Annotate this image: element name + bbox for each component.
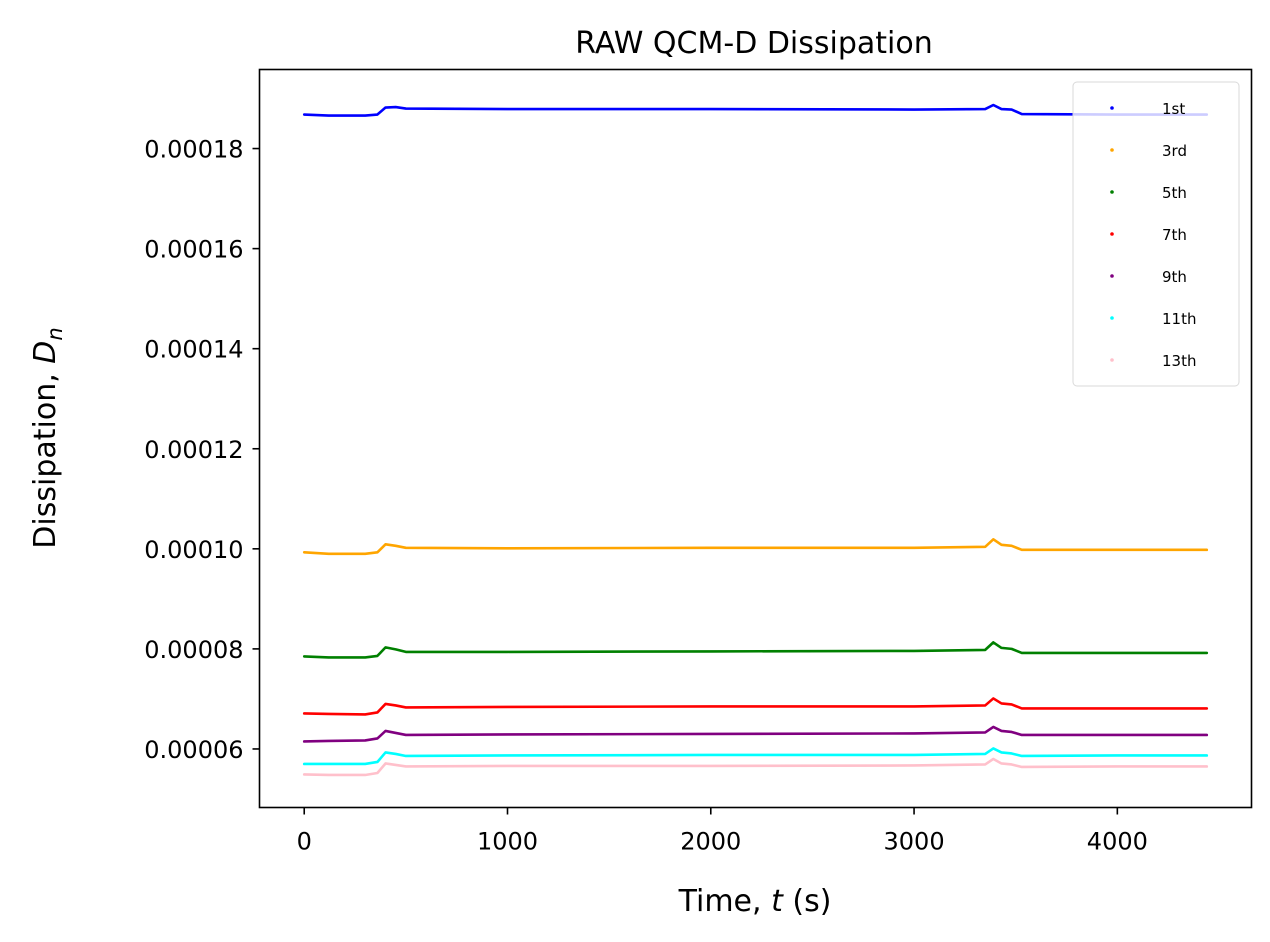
- y-axis-label-text: Dissipation,: [28, 364, 63, 549]
- legend-marker-9th: [1110, 274, 1114, 278]
- x-axis-label-variable: t: [771, 884, 784, 919]
- x-axis-label-text: Time,: [678, 884, 772, 919]
- y-tick-label: 0.00006: [144, 736, 243, 764]
- legend-label-5th: 5th: [1162, 184, 1187, 202]
- chart-title: RAW QCM-D Dissipation: [575, 26, 933, 61]
- y-axis: 0.00006 0.00008 0.00010 0.00012 0.00014 0.000…: [144, 136, 260, 764]
- legend-label-13th: 13th: [1162, 352, 1196, 370]
- series-layer: [302, 103, 1209, 777]
- legend-label-3rd: 3rd: [1162, 142, 1187, 160]
- plot-frame: [258, 68, 1253, 809]
- series-line-1st: [302, 103, 1209, 117]
- y-tick-label: 0.00018: [144, 136, 243, 164]
- y-tick-label: 0.00010: [144, 536, 243, 564]
- x-tick-label: 2000: [680, 828, 741, 856]
- y-tick-label: 0.00008: [144, 636, 243, 664]
- y-axis-label: Dissipation, Dn: [28, 327, 67, 548]
- y-tick-label: 0.00012: [144, 436, 243, 464]
- legend-marker-1st: [1110, 106, 1114, 110]
- legend-frame: [1072, 81, 1240, 387]
- legend-items: 1st 3rd 5th 7th 9th 11th 13th: [1110, 100, 1196, 370]
- x-tick-label: 1000: [477, 828, 538, 856]
- series-line-11th: [302, 747, 1209, 766]
- y-axis-label-subscript: n: [43, 327, 67, 340]
- series-line-9th: [302, 725, 1209, 743]
- legend-marker-13th: [1110, 358, 1114, 362]
- x-tick-label: 4000: [1087, 828, 1148, 856]
- x-tick-label: 0: [297, 828, 312, 856]
- legend-marker-11th: [1110, 316, 1114, 320]
- legend-marker-5th: [1110, 190, 1114, 194]
- series-line-7th: [302, 697, 1209, 716]
- y-tick-label: 0.00014: [144, 336, 243, 364]
- x-tick-label: 3000: [884, 828, 945, 856]
- legend-label-9th: 9th: [1162, 268, 1187, 286]
- y-tick-label: 0.00016: [144, 236, 243, 264]
- y-axis-label-variable: D: [28, 341, 63, 364]
- legend-marker-7th: [1110, 232, 1114, 236]
- x-axis-label-unit: (s): [783, 884, 832, 919]
- series-line-13th: [302, 757, 1209, 777]
- legend: 1st 3rd 5th 7th 9th 11th 13th: [1072, 81, 1240, 387]
- x-axis: 0 1000 2000 3000 4000: [297, 807, 1148, 856]
- legend-label-11th: 11th: [1162, 310, 1196, 328]
- series-line-5th: [302, 641, 1209, 659]
- legend-label-7th: 7th: [1162, 226, 1187, 244]
- x-axis-label: Time, t (s): [678, 884, 832, 919]
- legend-label-1st: 1st: [1162, 100, 1185, 118]
- legend-marker-3rd: [1110, 148, 1114, 152]
- series-line-3rd: [302, 538, 1209, 556]
